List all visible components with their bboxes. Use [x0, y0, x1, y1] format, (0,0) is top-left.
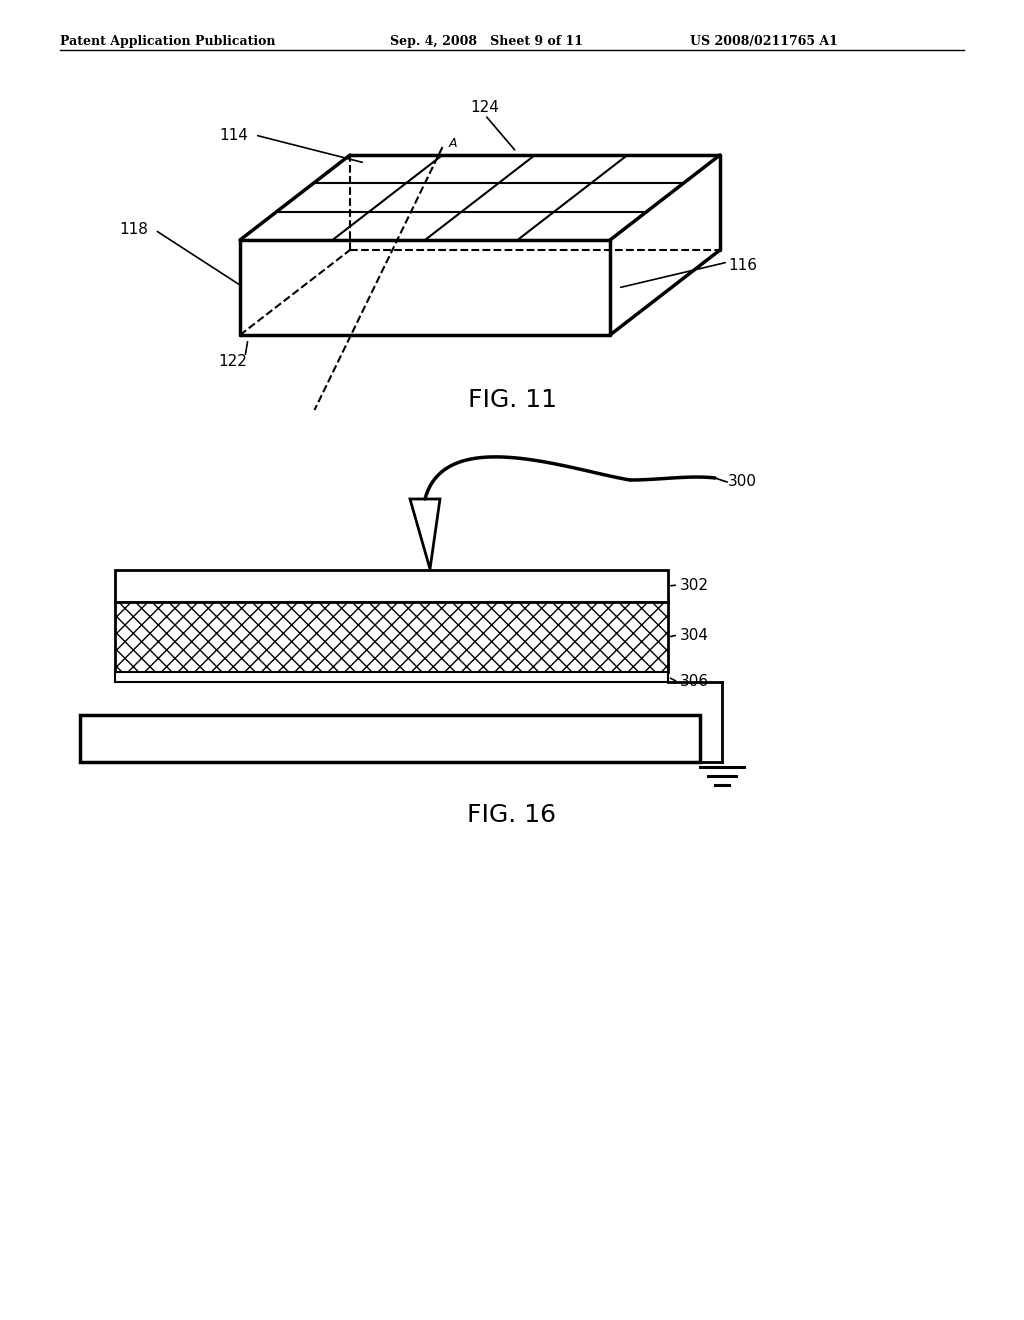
Text: 302: 302	[680, 578, 709, 593]
Text: FIG. 11: FIG. 11	[468, 388, 556, 412]
Text: Patent Application Publication: Patent Application Publication	[60, 36, 275, 48]
Polygon shape	[610, 154, 720, 335]
Polygon shape	[115, 602, 668, 672]
Polygon shape	[115, 570, 668, 602]
Polygon shape	[80, 715, 700, 762]
Polygon shape	[410, 499, 440, 569]
Text: 116: 116	[728, 257, 757, 272]
Text: 114: 114	[219, 128, 248, 143]
Text: US 2008/0211765 A1: US 2008/0211765 A1	[690, 36, 838, 48]
Text: 122: 122	[218, 355, 247, 370]
Text: 304: 304	[680, 627, 709, 643]
Text: 118: 118	[119, 223, 148, 238]
Text: 124: 124	[470, 100, 499, 115]
Text: FIG. 16: FIG. 16	[467, 803, 557, 828]
Text: Sep. 4, 2008   Sheet 9 of 11: Sep. 4, 2008 Sheet 9 of 11	[390, 36, 583, 48]
Polygon shape	[240, 240, 610, 335]
Text: 300: 300	[728, 474, 757, 490]
Polygon shape	[240, 154, 720, 240]
Text: 306: 306	[680, 675, 710, 689]
Text: A: A	[449, 137, 457, 150]
Polygon shape	[115, 672, 668, 682]
